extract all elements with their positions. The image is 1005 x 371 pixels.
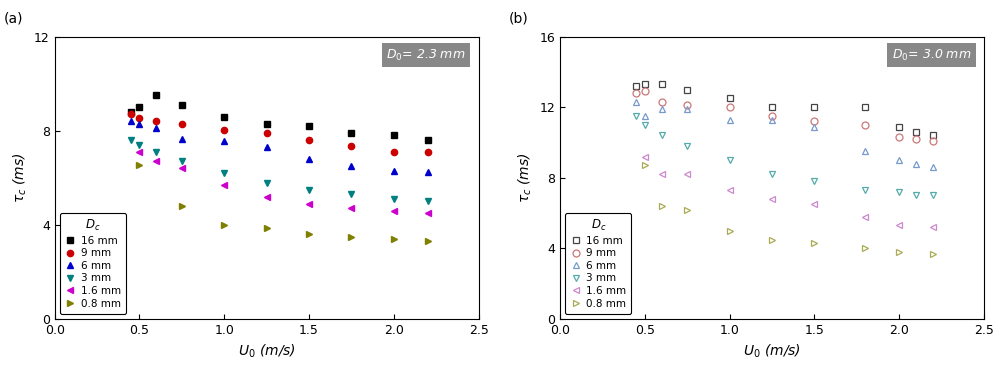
Text: $D$$_0$= 2.3 mm: $D$$_0$= 2.3 mm — [387, 48, 466, 63]
Legend: 16 mm, 9 mm, 6 mm, 3 mm, 1.6 mm, 0.8 mm: 16 mm, 9 mm, 6 mm, 3 mm, 1.6 mm, 0.8 mm — [60, 213, 126, 314]
Text: (b): (b) — [510, 11, 529, 25]
Y-axis label: $\tau_c$ (ms): $\tau_c$ (ms) — [517, 152, 534, 203]
X-axis label: $U_0$ (m/s): $U_0$ (m/s) — [238, 342, 295, 360]
Text: (a): (a) — [4, 11, 23, 25]
Legend: 16 mm, 9 mm, 6 mm, 3 mm, 1.6 mm, 0.8 mm: 16 mm, 9 mm, 6 mm, 3 mm, 1.6 mm, 0.8 mm — [565, 213, 631, 314]
Text: $D$$_0$= 3.0 mm: $D$$_0$= 3.0 mm — [891, 48, 971, 63]
X-axis label: $U_0$ (m/s): $U_0$ (m/s) — [743, 342, 801, 360]
Y-axis label: $\tau_c$ (ms): $\tau_c$ (ms) — [11, 152, 28, 203]
